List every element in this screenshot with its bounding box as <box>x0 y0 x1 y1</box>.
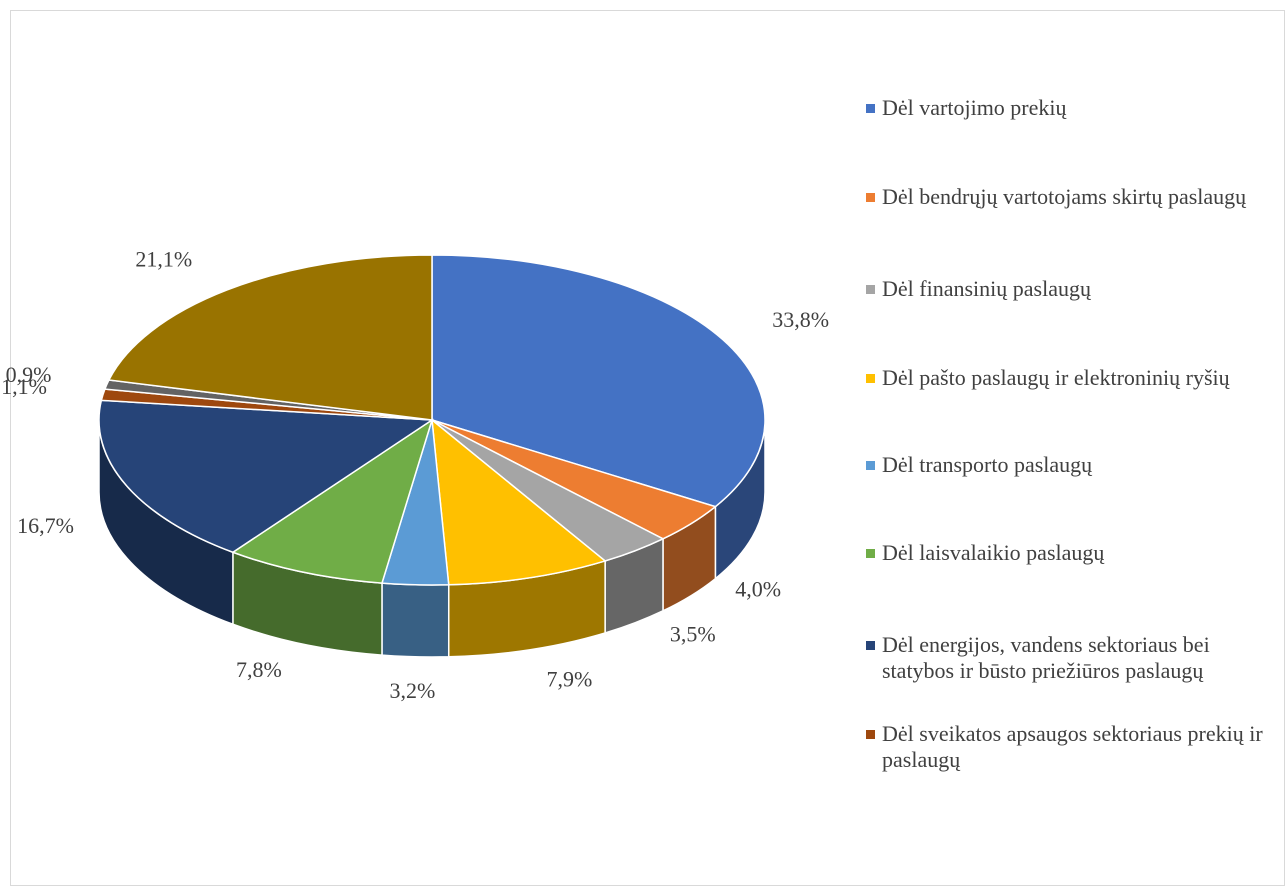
legend-swatch <box>866 730 875 739</box>
legend-label: Dėl laisvalaikio paslaugų <box>882 540 1105 565</box>
pie-slice <box>431 418 607 586</box>
pie-side <box>381 582 450 658</box>
legend-swatch <box>866 549 875 558</box>
legend-swatch <box>866 104 875 113</box>
legend-swatch <box>866 461 875 470</box>
data-label: 16,7% <box>17 513 74 538</box>
pie-slice <box>98 399 435 554</box>
legend-item: Dėl bendrųjų vartotojams skirtų paslaugų <box>862 184 1287 210</box>
legend-item: Dėl finansinių paslaugų <box>862 276 1287 302</box>
pie-slice <box>107 254 433 421</box>
legend-item: Dėl pašto paslaugų ir elektroninių ryšių <box>862 365 1287 391</box>
data-label: 3,2% <box>390 678 436 703</box>
data-label: 0,9% <box>6 362 52 387</box>
pie-slice <box>431 254 766 508</box>
legend-item: Dėl energijos, vandens sektoriaus bei st… <box>862 632 1287 684</box>
legend-label: Dėl bendrųjų vartotojams skirtų paslaugų <box>882 184 1247 209</box>
legend-label: Dėl vartojimo prekių <box>882 95 1067 120</box>
legend-item: Dėl sveikatos apsaugos sektoriaus prekių… <box>862 721 1287 773</box>
legend-label: Dėl pašto paslaugų ir elektroninių ryšių <box>882 365 1230 390</box>
legend-item: Dėl vartojimo prekių <box>862 95 1287 121</box>
legend-item: Dėl laisvalaikio paslaugų <box>862 540 1287 566</box>
legend-swatch <box>866 285 875 294</box>
pie-slice <box>231 418 434 584</box>
data-label: 3,5% <box>670 622 716 647</box>
data-label: 7,9% <box>547 666 593 691</box>
legend-label: Dėl sveikatos apsaugos sektoriaus prekių… <box>882 721 1263 772</box>
data-label: 1,1% <box>1 374 47 399</box>
legend-label: Dėl finansinių paslaugų <box>882 276 1091 301</box>
legend-swatch <box>866 641 875 650</box>
legend-label: Dėl transporto paslaugų <box>882 452 1093 477</box>
data-label: 21,1% <box>135 246 192 271</box>
data-label: 7,8% <box>236 657 282 682</box>
data-label: 33,8% <box>772 307 829 332</box>
chart-frame <box>10 10 1285 886</box>
legend-swatch <box>866 374 875 383</box>
legend-swatch <box>866 193 875 202</box>
data-label: 4,0% <box>735 577 781 602</box>
legend-label: Dėl energijos, vandens sektoriaus bei st… <box>882 632 1210 683</box>
legend-item: Dėl transporto paslaugų <box>862 452 1287 478</box>
